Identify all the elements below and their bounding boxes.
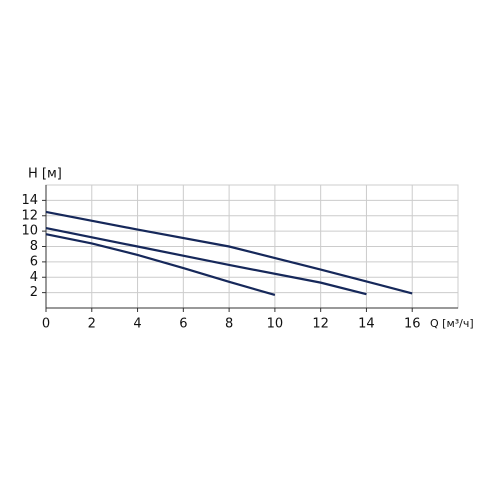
x-tick-label: 12 bbox=[312, 317, 329, 332]
x-tick-label: 16 bbox=[404, 317, 421, 332]
x-tick-label: 6 bbox=[179, 317, 187, 332]
y-axis-label: H [м] bbox=[28, 167, 62, 182]
x-tick-label: 4 bbox=[133, 317, 141, 332]
y-tick-label: 8 bbox=[30, 239, 38, 254]
y-tick-label: 2 bbox=[30, 285, 38, 300]
x-tick-label: 10 bbox=[267, 317, 284, 332]
curve bbox=[45, 233, 276, 296]
curve bbox=[45, 210, 413, 295]
curve bbox=[45, 226, 367, 296]
x-tick-label: 14 bbox=[358, 317, 375, 332]
x-tick-label: 0 bbox=[42, 317, 50, 332]
x-tick-label: 2 bbox=[88, 317, 96, 332]
x-axis-label: Q [м³/ч] bbox=[430, 317, 474, 330]
y-tick-label: 10 bbox=[21, 224, 38, 239]
y-tick-label: 6 bbox=[30, 254, 38, 269]
y-tick-label: 14 bbox=[21, 193, 38, 208]
x-tick-label: 8 bbox=[225, 317, 233, 332]
y-tick-label: 12 bbox=[21, 208, 38, 223]
y-tick-label: 4 bbox=[30, 270, 38, 285]
